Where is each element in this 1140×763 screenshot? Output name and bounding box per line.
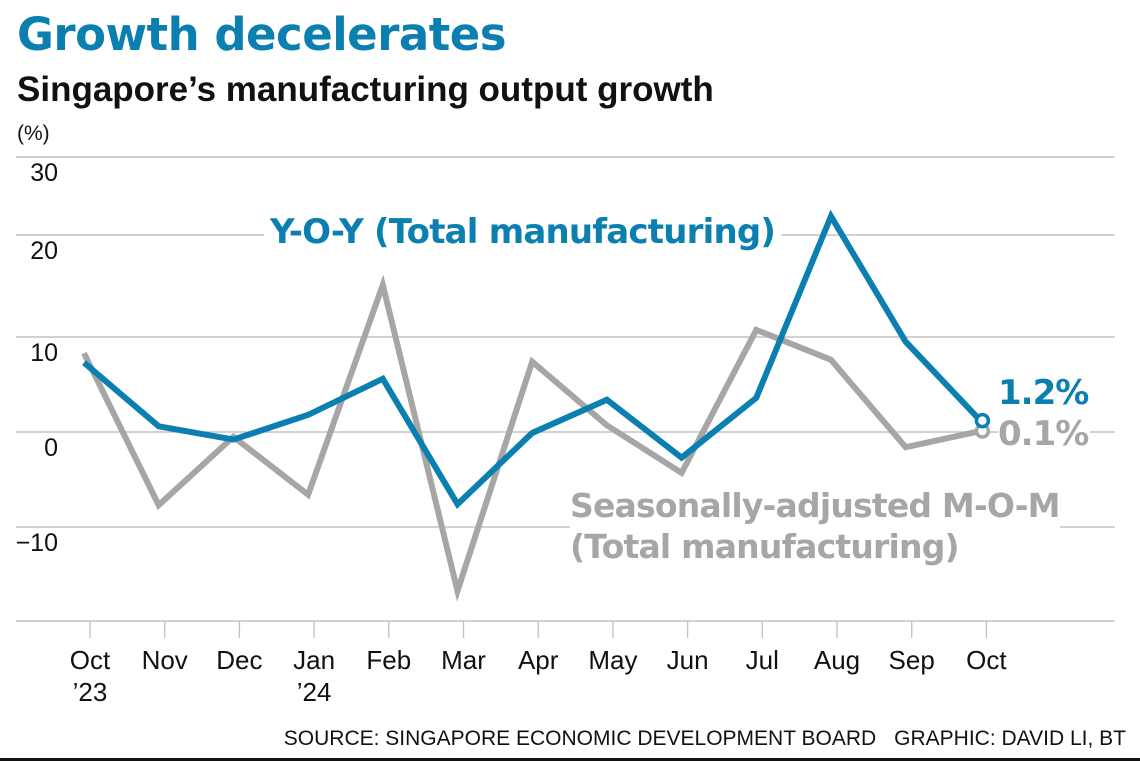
- bottom-rule: [0, 758, 1140, 761]
- x-tick-label: Dec: [199, 644, 279, 676]
- x-tick-label: Sep: [872, 644, 952, 676]
- source-credit-line: SOURCE: SINGAPORE ECONOMIC DEVELOPMENT B…: [284, 727, 1126, 751]
- x-tick-label-month: Jul: [745, 645, 779, 675]
- end-value-label-mom: 0.1%: [998, 414, 1091, 454]
- end-value-label-yoy: 1.2%: [998, 373, 1089, 413]
- x-tick-label-month: Aug: [813, 645, 861, 675]
- x-tick-label-month: Oct: [966, 645, 1007, 675]
- legend-label-yoy: Y-O-Y (Total manufacturing): [264, 212, 782, 252]
- x-tick-label-month: Jun: [666, 645, 709, 675]
- x-tick-label: Oct ’23: [50, 644, 130, 708]
- legend-label-mom-line2: (Total manufacturing): [570, 527, 960, 566]
- x-tick-label-month: May: [588, 645, 638, 675]
- chart-subtitle: Singapore’s manufacturing output growth: [17, 70, 714, 109]
- x-tick-label-month: Nov: [141, 645, 188, 675]
- x-tick-label-month: Dec: [216, 645, 263, 675]
- x-tick-label: Mar: [424, 644, 504, 676]
- y-axis-unit-label: (%): [17, 122, 50, 145]
- y-tick-label: 0: [44, 434, 58, 462]
- source-text: SOURCE: SINGAPORE ECONOMIC DEVELOPMENT B…: [283, 727, 877, 750]
- x-tick-label: Feb: [349, 644, 429, 676]
- x-tick-label: Jul: [722, 644, 802, 676]
- graphic-credit-text: GRAPHIC: DAVID LI, BT: [894, 727, 1126, 750]
- x-tick-label-year: ’24: [296, 677, 332, 707]
- x-tick-label: Jan ’24: [274, 644, 354, 708]
- x-tick-label-year: ’23: [72, 677, 108, 707]
- x-tick-label-month: Jan: [293, 645, 336, 675]
- series-lines: [81, 209, 983, 602]
- chart-title: Growth decelerates: [17, 8, 507, 61]
- x-tick-label: Nov: [125, 644, 205, 676]
- x-tick-label: Aug: [797, 644, 877, 676]
- series-line-yoy: [82, 209, 983, 509]
- x-tick-label: Jun: [648, 644, 728, 676]
- y-tick-label: 20: [30, 237, 58, 265]
- x-tick-label-month: Oct: [69, 645, 111, 675]
- end-markers: [974, 412, 991, 439]
- y-tick-label: −10: [15, 529, 58, 557]
- x-tick-label-month: Mar: [441, 645, 486, 675]
- x-axis-ticks: [89, 621, 988, 638]
- x-tick-label: May: [573, 644, 653, 676]
- x-tick-label-month: Feb: [366, 645, 412, 675]
- x-tick-label-month: Sep: [888, 645, 935, 675]
- x-tick-label: Oct: [946, 644, 1026, 676]
- legend-label-mom: Seasonally-adjusted M-O-M (Total manufac…: [570, 485, 1060, 567]
- x-tick-label-month: Apr: [517, 645, 559, 675]
- y-tick-label: 30: [30, 159, 58, 187]
- y-tick-label: 10: [30, 339, 58, 367]
- end-marker-yoy: [974, 412, 991, 429]
- legend-label-mom-line1: Seasonally-adjusted M-O-M: [570, 486, 1060, 525]
- x-tick-label: Apr: [498, 644, 578, 676]
